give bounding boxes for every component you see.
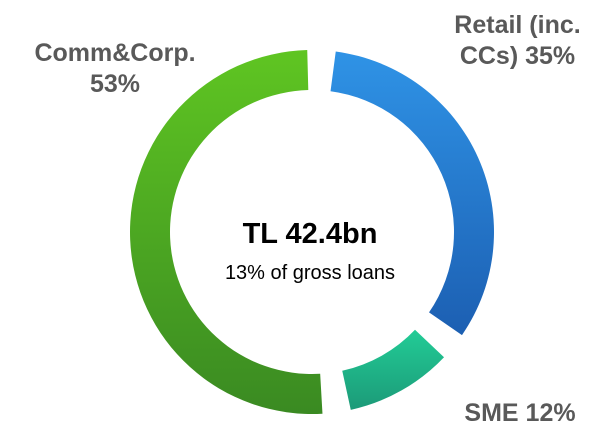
donut-segment xyxy=(130,50,323,414)
value-label: 12% xyxy=(525,399,576,427)
segment-label: SME 12% xyxy=(440,398,600,429)
category-label: SME xyxy=(464,399,519,427)
donut-segment xyxy=(342,329,445,410)
segment-label: Comm&Corp. 53% xyxy=(10,38,220,100)
center-subtitle: 13% of gross loans xyxy=(224,262,396,284)
category-label: Retail (inc. CCs) xyxy=(454,11,581,70)
donut-segment xyxy=(330,51,494,336)
value-label: 35% xyxy=(525,42,576,70)
category-label: Comm&Corp. xyxy=(34,39,196,67)
segment-label: Retail (inc. CCs) 35% xyxy=(430,10,605,72)
center-title: TL 42.4bn xyxy=(242,218,378,250)
value-label: 53% xyxy=(89,70,141,98)
